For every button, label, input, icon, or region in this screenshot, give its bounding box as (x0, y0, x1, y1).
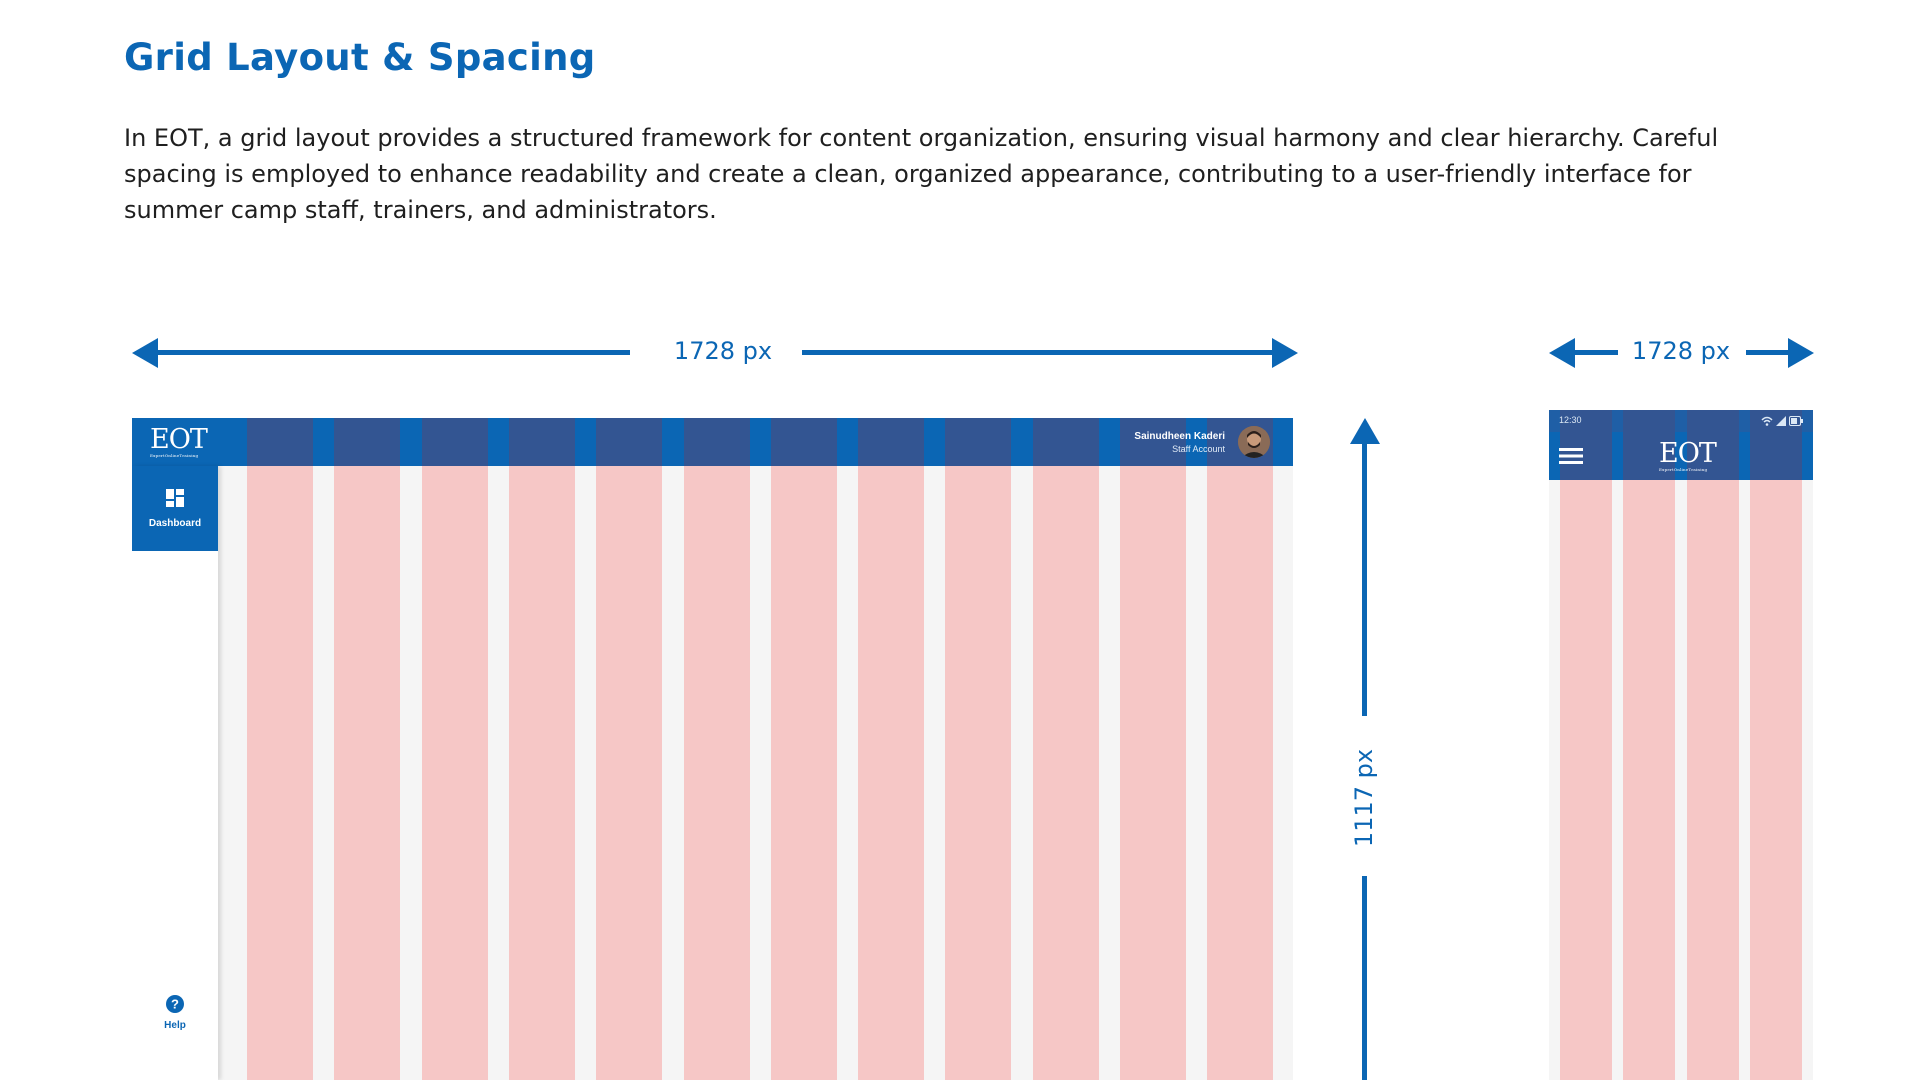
grid-column (247, 466, 313, 1080)
arrow-right-icon (1788, 338, 1814, 368)
grid-column-header-overlay (683, 418, 750, 466)
grid-column-header-overlay (1686, 410, 1739, 480)
dimension-line (1362, 876, 1367, 1080)
grid-column (770, 466, 837, 1080)
grid-column (1207, 466, 1274, 1080)
page-title: Grid Layout & Spacing (124, 36, 596, 79)
status-icons (1761, 415, 1803, 427)
grid-column-header-overlay (334, 418, 401, 466)
grid-column (596, 466, 663, 1080)
grid-column (858, 466, 925, 1080)
grid-column-header-overlay (421, 418, 488, 466)
help-circle-icon: ? (166, 995, 184, 1013)
signal-icon (1776, 416, 1786, 426)
grid-column-header-overlay (1032, 418, 1099, 466)
grid-column (421, 466, 488, 1080)
eot-logo: EOT ExpertOnlineTraining (1659, 438, 1717, 472)
grid-column-header-overlay (858, 418, 925, 466)
avatar-photo-icon (1238, 426, 1270, 458)
mobile-mockup: 12:30 EOT ExpertOnlineTraining (1549, 410, 1813, 1080)
mobile-width-label: 1728 px (1631, 337, 1731, 365)
avatar[interactable] (1238, 426, 1270, 458)
grid-column (1032, 466, 1099, 1080)
sidebar-item-dashboard[interactable]: Dashboard (132, 466, 218, 551)
grid-column-header-overlay (770, 418, 837, 466)
grid-column (334, 466, 401, 1080)
status-time: 12:30 (1559, 415, 1582, 425)
grid-column (1749, 480, 1802, 1080)
svg-text:?: ? (171, 997, 179, 1012)
grid-column (683, 466, 750, 1080)
arrow-up-icon (1350, 418, 1380, 444)
desktop-width-label: 1728 px (673, 337, 773, 365)
grid-column (1623, 480, 1676, 1080)
desktop-height-label: 1117 px (1350, 748, 1378, 848)
mobile-status-bar (1549, 410, 1813, 432)
grid-column-header-overlay (1120, 418, 1186, 466)
grid-column-header-overlay (1623, 410, 1676, 480)
grid-column-header-overlay (247, 418, 313, 466)
user-role: Staff Account (1172, 444, 1225, 454)
dimension-line (1362, 440, 1367, 716)
grid-column (1686, 480, 1739, 1080)
grid-column-header-overlay (945, 418, 1012, 466)
arrow-right-icon (1272, 338, 1298, 368)
grid-column (945, 466, 1012, 1080)
desktop-mockup: EOT ExpertOnlineTraining Sainudheen Kade… (132, 418, 1293, 1080)
grid-column (1560, 480, 1612, 1080)
intro-paragraph: In EOT, a grid layout provides a structu… (124, 124, 1719, 224)
user-name: Sainudheen Kaderi (1134, 431, 1225, 442)
sidebar-item-label: Dashboard (148, 518, 202, 529)
grid-column-header-overlay (508, 418, 575, 466)
grid-column (508, 466, 575, 1080)
grid-column-header-overlay (1560, 410, 1612, 480)
dimension-line (802, 350, 1276, 355)
sidebar: Dashboard ? Help (132, 466, 218, 1080)
wifi-icon (1761, 416, 1773, 426)
help-label: Help (164, 1020, 186, 1031)
grid-column (1120, 466, 1186, 1080)
dimension-line (1570, 350, 1618, 355)
hamburger-menu-icon[interactable] (1559, 446, 1583, 466)
battery-icon (1789, 416, 1803, 426)
dimension-line (1746, 350, 1792, 355)
dimension-line (152, 350, 630, 355)
grid-column-header-overlay (596, 418, 663, 466)
help-button[interactable]: ? Help (132, 994, 218, 1042)
eot-logo: EOT ExpertOnlineTraining (150, 424, 208, 458)
dashboard-grid-icon (166, 489, 184, 507)
